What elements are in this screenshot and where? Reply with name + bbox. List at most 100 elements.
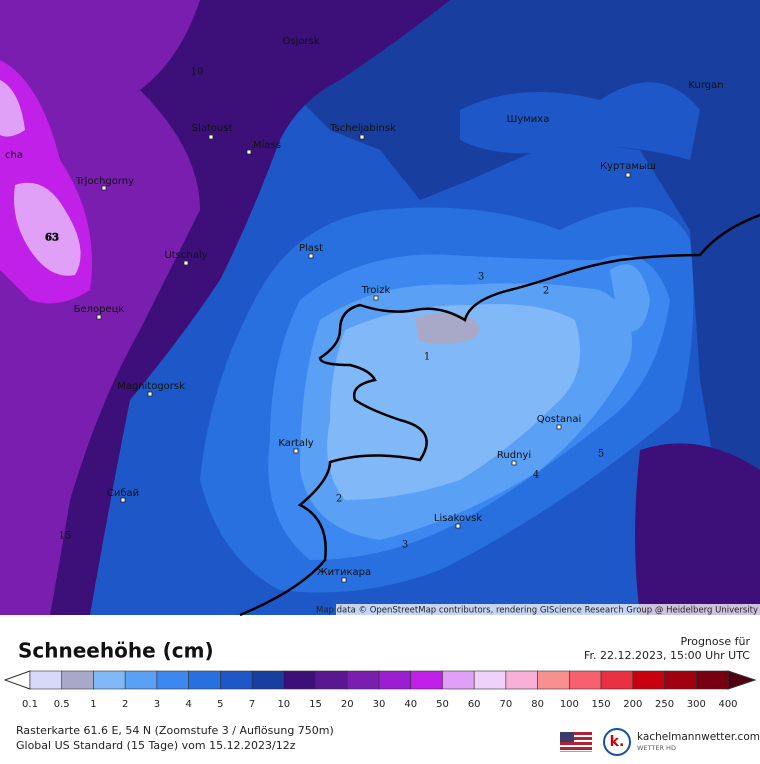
colorbar-segment	[283, 670, 316, 690]
colorbar-tick-label: 7	[249, 699, 255, 710]
colorbar-segment	[410, 670, 443, 690]
colorbar-segment	[600, 670, 634, 690]
snow-area	[415, 313, 480, 344]
snow-area	[14, 182, 81, 276]
city-dot	[96, 314, 102, 320]
city-label: Житикара	[317, 567, 371, 578]
city-dot	[373, 295, 379, 301]
colorbar-segment	[251, 670, 285, 690]
colorbar-tick-label: 100	[560, 699, 579, 710]
contour-label: 15	[59, 531, 72, 542]
colorbar-tick-label: 4	[185, 699, 191, 710]
city-dot	[293, 448, 299, 454]
colorbar-tick-label: 50	[436, 699, 449, 710]
colorbar: 0.1 0.5 1 2 3 4 5 7 10 15 20 30 40 50 60 70 80 100 150 200 2…	[22, 670, 738, 710]
city-label: Lisakovsk	[434, 513, 482, 524]
colorbar-segment	[188, 670, 221, 690]
colorbar-tick-label: 60	[468, 699, 481, 710]
colorbar-tick-label: 0.1	[22, 699, 38, 710]
city-label: Qostanai	[537, 414, 582, 425]
colorbar-tick-label: 70	[500, 699, 513, 710]
colorbar-low-arrow	[3, 670, 31, 690]
colorbar-tick-label: 20	[341, 699, 354, 710]
colorbar-tick-label: 150	[592, 699, 611, 710]
colorbar-tick-label: 200	[623, 699, 642, 710]
colorbar-high-arrow	[727, 670, 757, 690]
city-label: Miass	[253, 140, 281, 151]
colorbar-segment	[29, 670, 63, 690]
city-dot	[556, 424, 562, 430]
legend-title: Schneehöhe (cm)	[18, 639, 214, 663]
city-label: Kartaly	[278, 438, 313, 449]
colorbar-tick-label: 30	[373, 699, 386, 710]
logo-mark: k.	[610, 734, 625, 750]
colorbar-segment	[442, 670, 475, 690]
city-label: cha	[5, 150, 23, 161]
city-dot	[341, 577, 347, 583]
border-line	[239, 213, 760, 617]
footer-line: Global US Standard (15 Tage) vom 15.12.2…	[16, 739, 296, 752]
snow-area	[610, 264, 650, 332]
flag	[560, 732, 592, 752]
colorbar-tick-label: 400	[718, 699, 737, 710]
colorbar-tick-label: 2	[122, 699, 128, 710]
city-dot	[147, 391, 153, 397]
contour-label: 2	[336, 494, 342, 505]
city-label: Slatoust	[192, 123, 233, 134]
colorbar-segment	[632, 670, 665, 690]
city-label: Шумиха	[507, 114, 550, 125]
attribution-bg	[336, 604, 760, 615]
snow-area	[635, 443, 760, 615]
snow-area	[327, 304, 580, 500]
logo	[603, 728, 631, 756]
contour-label: 1	[424, 352, 430, 363]
colorbar-segment	[93, 670, 126, 690]
colorbar-segment	[61, 670, 94, 690]
city-dot	[511, 460, 517, 466]
colorbar-segment	[664, 670, 697, 690]
brand-sub: WETTER HD	[637, 744, 676, 752]
contour-label: 5	[598, 449, 604, 460]
city-dot	[308, 253, 314, 259]
colorbar-tick-label: 40	[404, 699, 417, 710]
contour-label: 3	[478, 272, 484, 283]
colorbar-segment	[569, 670, 602, 690]
city-label: Kurgan	[688, 80, 723, 91]
forecast-time: Fr. 22.12.2023, 15:00 Uhr UTC	[584, 649, 750, 662]
colorbar-tick-label: 5	[217, 699, 223, 710]
attribution: Map data © OpenStreetMap contributors, r…	[316, 606, 758, 616]
colorbar-segment	[505, 670, 538, 690]
city-label: Trjochgorny	[75, 176, 134, 187]
forecast-label: Prognose für	[681, 635, 751, 648]
city-dot	[101, 185, 107, 191]
city-label: Сибай	[107, 488, 139, 499]
colorbar-tick-label: 80	[531, 699, 544, 710]
city-dot	[625, 172, 631, 178]
city-label: Белорецк	[74, 304, 125, 315]
city-label: Utschaly	[164, 250, 207, 261]
city-dot	[208, 134, 214, 140]
contour-label: 4	[533, 470, 539, 481]
city-dot	[455, 523, 461, 529]
contour-label: 10	[191, 67, 204, 78]
colorbar-segment	[473, 670, 507, 690]
contour-label: 3	[402, 540, 408, 551]
colorbar-segment	[156, 670, 189, 690]
colorbar-segment	[124, 670, 158, 690]
contour-label: 63	[45, 233, 59, 244]
snow-area	[300, 0, 760, 615]
city-label: Troizk	[361, 285, 391, 296]
colorbar-segment	[315, 670, 348, 690]
city-label: Rudnyi	[497, 450, 531, 461]
colorbar-segment	[220, 670, 253, 690]
city-dot	[359, 134, 365, 140]
colorbar-tick-label: 0.5	[54, 699, 70, 710]
colorbar-tick-label: 250	[655, 699, 674, 710]
snow-area	[460, 82, 700, 160]
map: Map data © OpenStreetMap contributors, r…	[0, 0, 760, 617]
city-dot	[183, 260, 189, 266]
colorbar-segment	[695, 670, 729, 690]
city-label: Куртамыш	[600, 161, 656, 172]
snow-area	[0, 80, 25, 137]
colorbar-tick-label: 15	[309, 699, 322, 710]
